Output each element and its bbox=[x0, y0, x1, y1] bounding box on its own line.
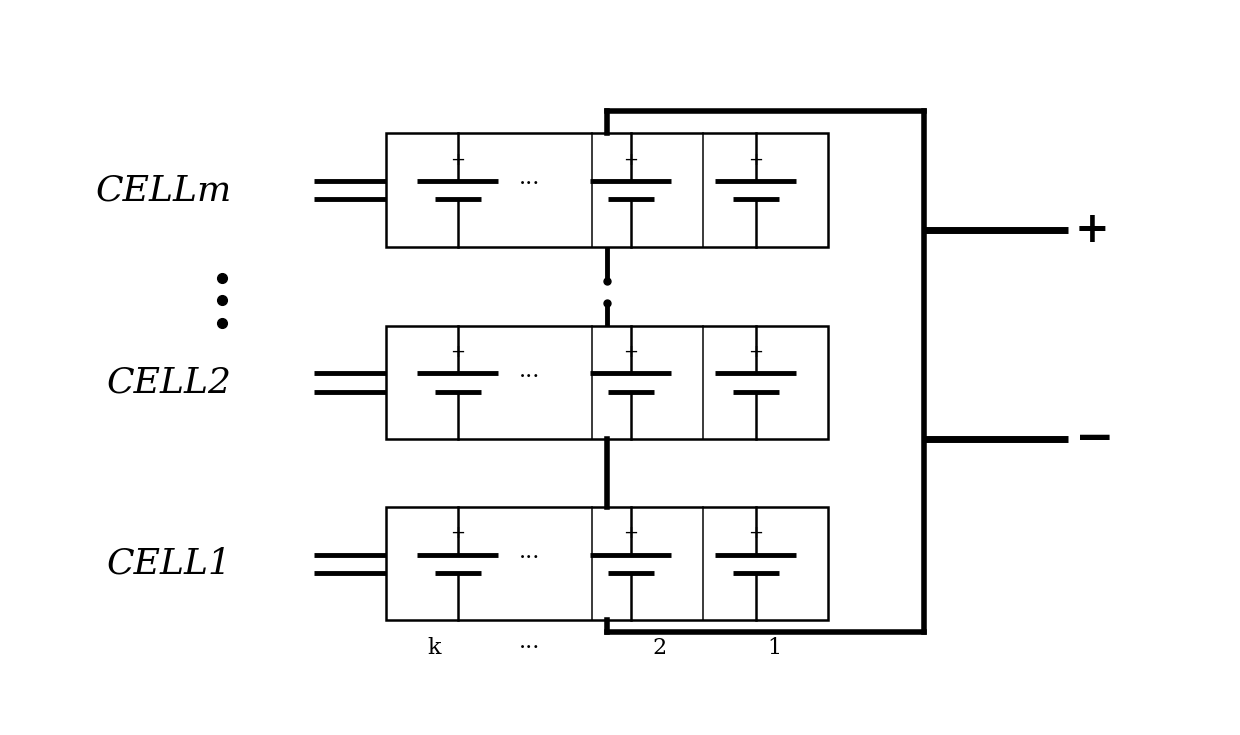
Text: CELL1: CELL1 bbox=[107, 547, 232, 581]
Text: +: + bbox=[748, 151, 763, 168]
Bar bbox=[386, 326, 828, 439]
Text: +: + bbox=[624, 343, 639, 361]
Text: ···: ··· bbox=[520, 637, 541, 659]
Text: ···: ··· bbox=[520, 547, 541, 569]
Bar bbox=[386, 134, 828, 247]
Text: k: k bbox=[427, 637, 440, 659]
Bar bbox=[386, 507, 828, 620]
Text: CELL2: CELL2 bbox=[107, 365, 232, 400]
Text: +: + bbox=[748, 524, 763, 542]
Text: +: + bbox=[450, 524, 465, 542]
Text: ···: ··· bbox=[520, 173, 541, 196]
Text: +: + bbox=[450, 343, 465, 361]
Text: +: + bbox=[748, 343, 763, 361]
Text: CELLm: CELLm bbox=[95, 173, 232, 207]
Text: +: + bbox=[624, 151, 639, 168]
Text: 2: 2 bbox=[652, 637, 667, 659]
Text: −: − bbox=[1075, 416, 1115, 462]
Text: +: + bbox=[624, 524, 639, 542]
Text: +: + bbox=[1075, 209, 1110, 251]
Text: 1: 1 bbox=[768, 637, 782, 659]
Text: +: + bbox=[450, 151, 465, 168]
Text: ···: ··· bbox=[520, 366, 541, 388]
